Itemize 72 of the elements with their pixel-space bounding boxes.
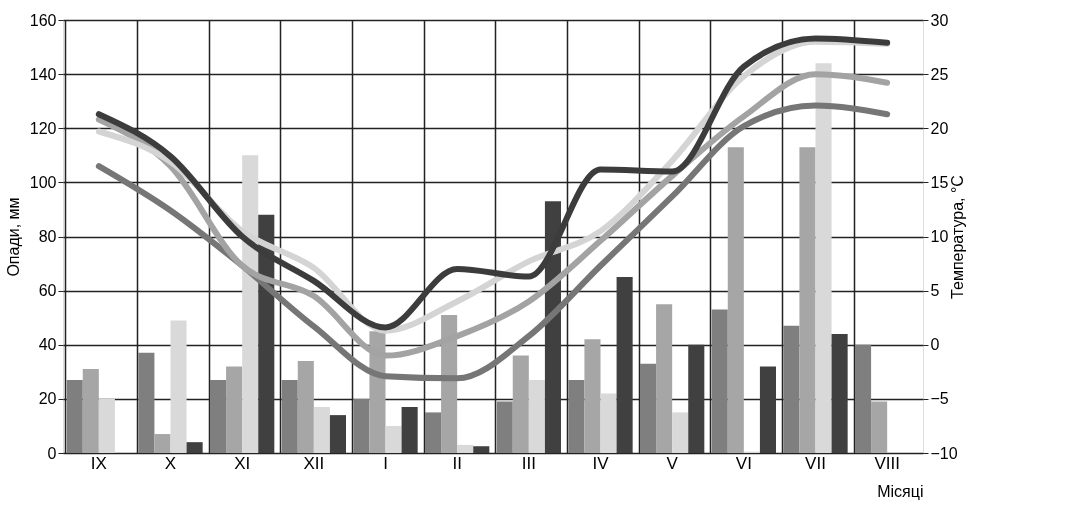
bar [186, 442, 203, 453]
x-tick-label: VII [805, 453, 826, 473]
y-tick-label: 0 [47, 444, 57, 462]
bar [640, 363, 657, 453]
y2-axis-title: Температура, °C [948, 175, 966, 299]
bar [600, 393, 617, 453]
y-tick-label: 20 [38, 390, 57, 408]
y2-tick-label: 15 [930, 173, 949, 191]
bar [281, 379, 298, 453]
x-tick-label: XII [303, 453, 325, 473]
x-tick-label: II [452, 453, 462, 473]
x-tick-label: XI [234, 453, 251, 473]
bar [759, 366, 776, 453]
x-tick-label: V [666, 453, 679, 473]
bar [855, 344, 872, 453]
bar [329, 415, 346, 453]
bar [425, 412, 442, 453]
y2-tick-label: 20 [930, 119, 949, 137]
bar [82, 369, 99, 453]
bar [656, 304, 673, 453]
bar [401, 406, 418, 453]
bar [313, 406, 330, 453]
bar [496, 401, 513, 453]
y-tick-label: 60 [38, 282, 57, 300]
y2-tick-label: 10 [930, 228, 949, 245]
y2-tick-label: 25 [930, 65, 949, 83]
x-tick-label: III [521, 453, 536, 473]
bar [528, 379, 545, 453]
bar [815, 63, 832, 453]
bar [688, 344, 705, 453]
y2-tick-label: 30 [930, 11, 949, 29]
bar [353, 398, 370, 453]
y-tick-label: 160 [29, 11, 57, 29]
bar [154, 434, 171, 453]
x-tick-label: IX [90, 453, 107, 473]
bar [672, 412, 689, 453]
y-tick-label: 40 [38, 336, 57, 354]
y-tick-label: 80 [38, 228, 57, 245]
x-tick-label: VI [735, 453, 752, 473]
bar [799, 147, 816, 453]
bar [98, 398, 115, 453]
y-tick-label: 100 [29, 173, 57, 191]
bar [512, 355, 529, 453]
bar [831, 333, 848, 453]
y-tick-label: 120 [29, 119, 57, 137]
bar [138, 352, 155, 453]
bar [210, 379, 227, 453]
bar [568, 379, 585, 453]
x-tick-label: VIII [874, 453, 900, 473]
bar [473, 446, 490, 453]
x-axis-title: Місяці [877, 482, 924, 500]
y-axis-title: Опади, мм [4, 197, 22, 277]
bar [457, 444, 474, 453]
y2-tick-label: 5 [930, 282, 940, 300]
bar [616, 277, 633, 453]
y-tick-label: 140 [29, 65, 57, 83]
bar [66, 379, 83, 453]
bar [385, 425, 402, 453]
bar [170, 320, 187, 453]
bar [226, 366, 243, 453]
bar [727, 147, 744, 453]
x-tick-label: I [383, 453, 388, 473]
y2-tick-label: −10 [930, 444, 958, 462]
bar [584, 339, 601, 453]
bar [297, 360, 314, 453]
y2-tick-label: −5 [930, 390, 949, 408]
y2-tick-label: 0 [930, 336, 940, 354]
bar [711, 309, 728, 453]
x-tick-label: IV [592, 453, 610, 473]
x-tick-label: X [164, 453, 177, 473]
bar [871, 401, 888, 453]
bar [783, 325, 800, 453]
